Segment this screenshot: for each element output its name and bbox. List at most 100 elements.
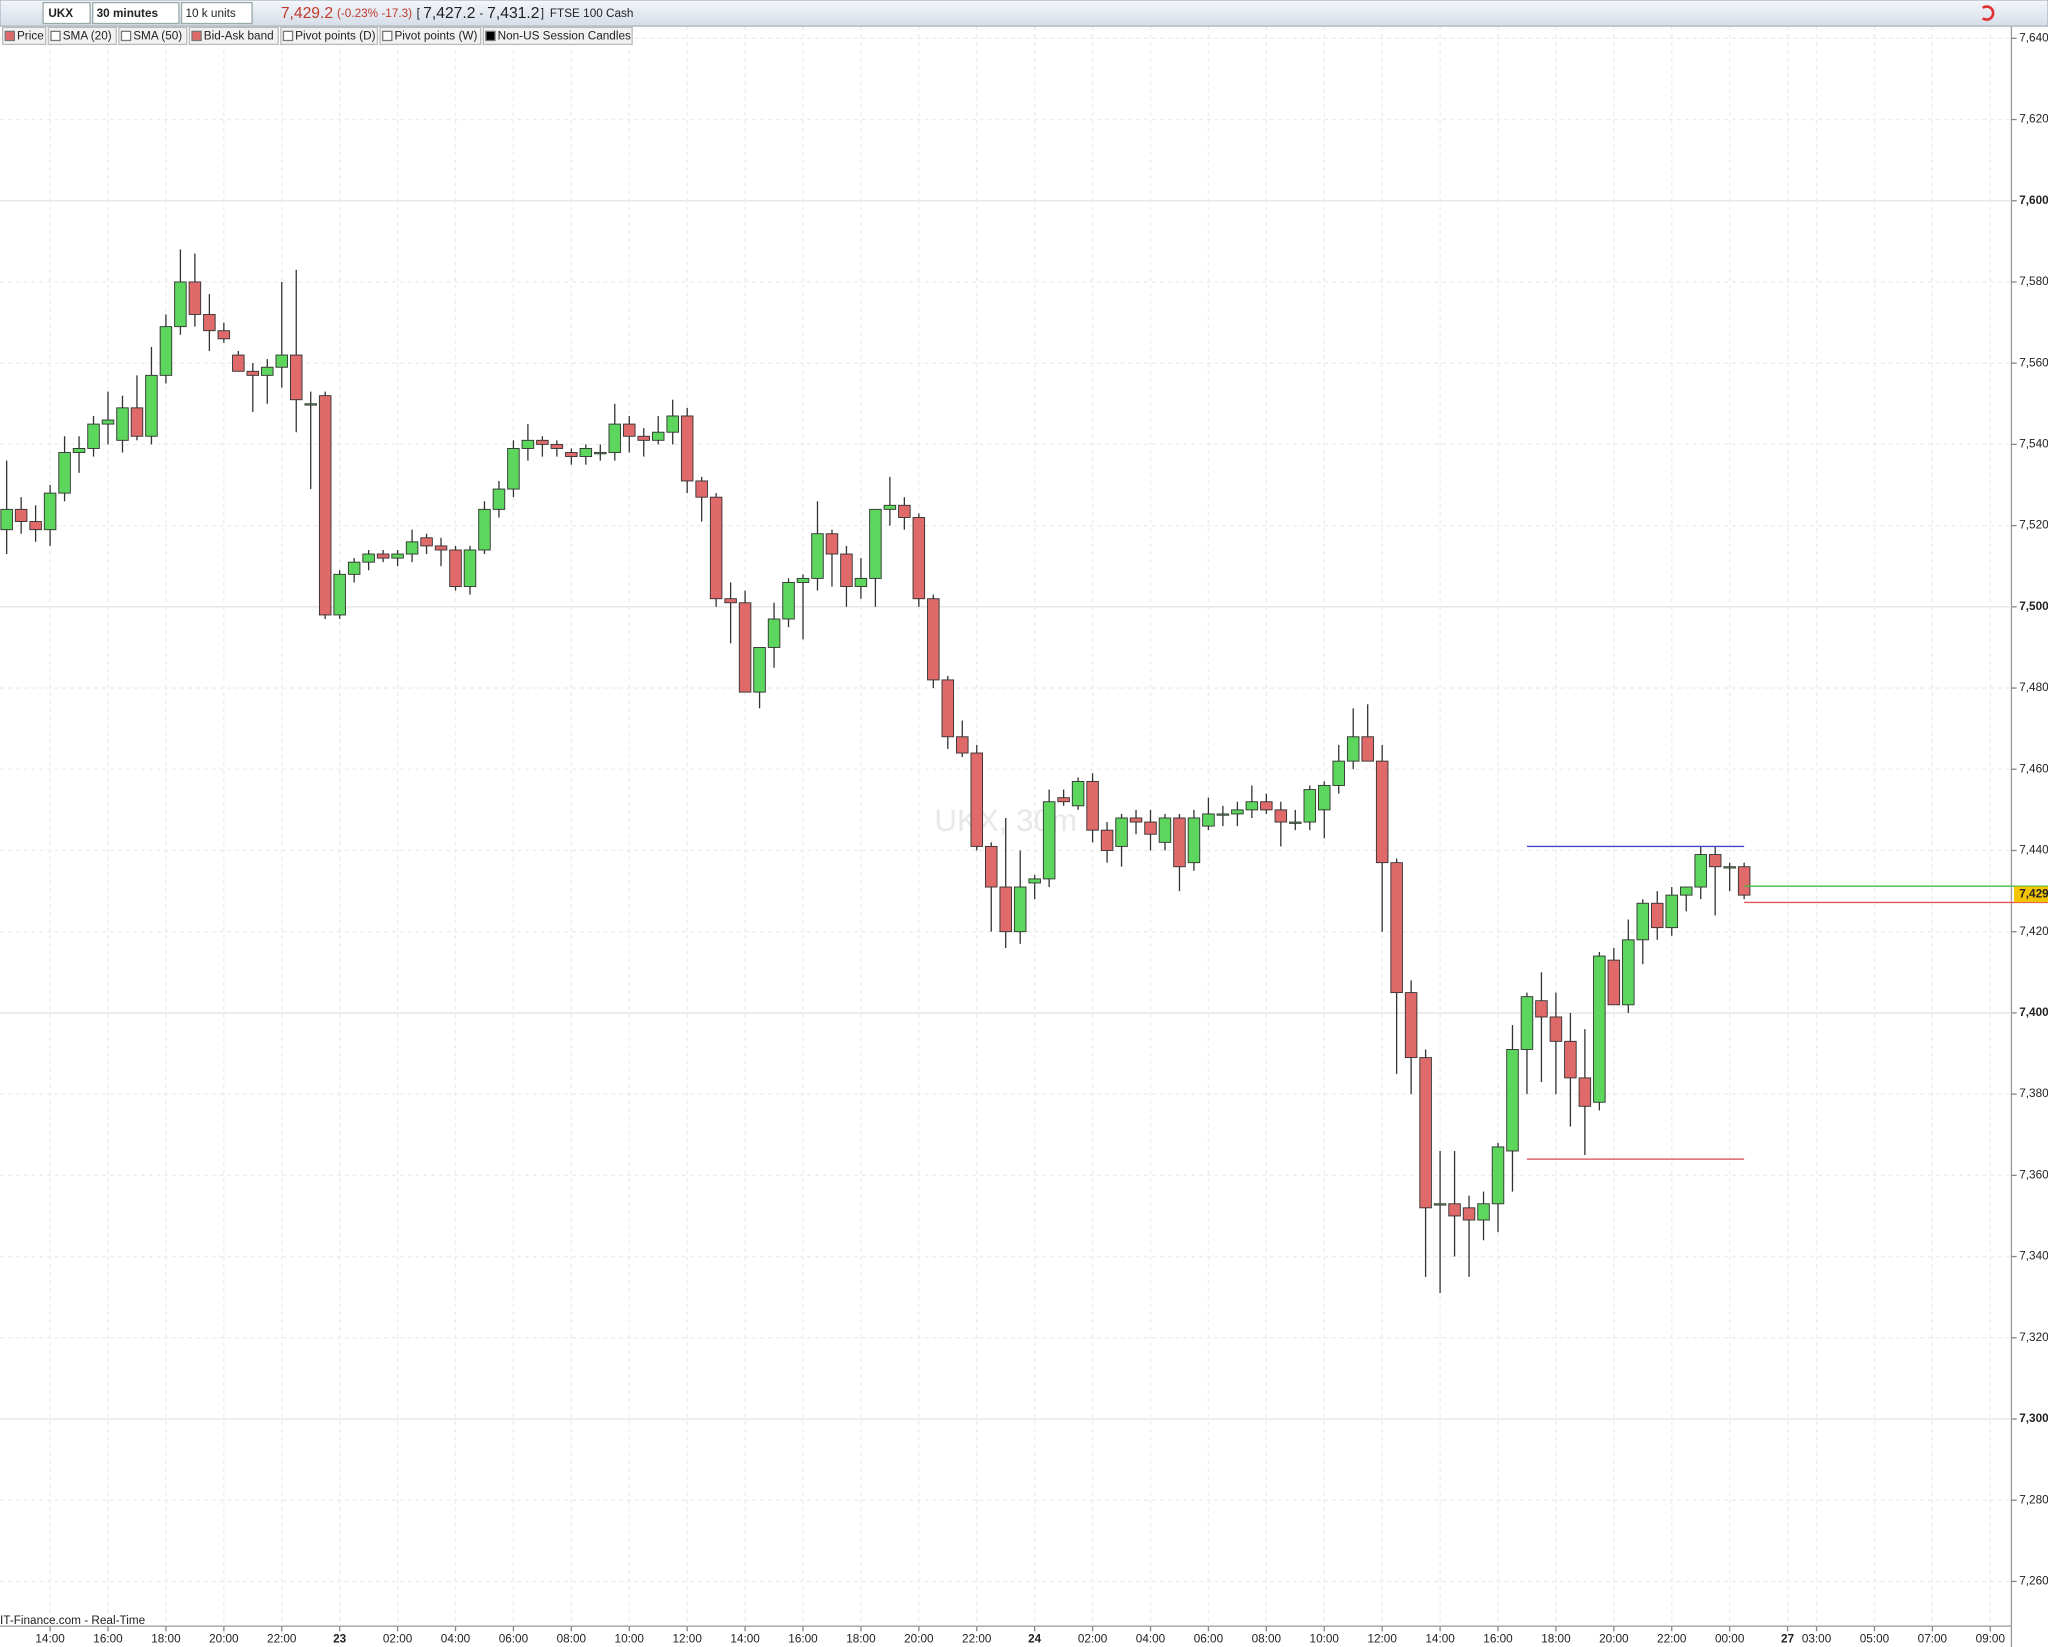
candle-body <box>130 407 144 437</box>
y-tick-label: 7,420 <box>2019 925 2048 938</box>
y-tick-label: 7,620 <box>2019 113 2048 126</box>
indicator-toggle[interactable] <box>379 26 482 46</box>
candle-body <box>116 407 129 441</box>
candle-body <box>1491 1146 1505 1205</box>
candle-body <box>1404 992 1418 1059</box>
candle-body <box>1260 801 1273 811</box>
candle-body <box>1361 736 1374 762</box>
candle-body <box>1477 1203 1490 1221</box>
candle-body <box>1607 959 1621 1006</box>
indicator-toggle[interactable] <box>280 26 379 46</box>
interval-select[interactable] <box>92 1 180 25</box>
candle-body <box>246 370 260 376</box>
x-tick-label: 10:00 <box>1310 1632 1340 1645</box>
instrument: FTSE 100 Cash <box>550 7 634 20</box>
candle-body <box>811 533 824 579</box>
candle-body <box>898 504 911 518</box>
checkbox <box>485 30 496 42</box>
candle-body <box>333 573 346 616</box>
x-tick-label: 27 <box>1781 1632 1795 1645</box>
candle-body <box>1448 1203 1461 1217</box>
candle-body <box>1651 902 1664 929</box>
x-tick-label: 14:00 <box>730 1632 760 1645</box>
x-tick-label: 24 <box>1028 1632 1042 1645</box>
candle-body <box>145 374 158 437</box>
refresh-icon[interactable] <box>1981 5 1995 21</box>
x-tick-label: 14:00 <box>1425 1632 1455 1645</box>
y-tick-label: 7,260 <box>2019 1575 2048 1588</box>
candle-body <box>174 281 187 328</box>
y-tick-label: 7,300 <box>2019 1412 2048 1425</box>
candle-body <box>507 447 520 490</box>
x-tick-label: 18:00 <box>151 1632 181 1645</box>
y-tick-label: 7,460 <box>2019 762 2048 775</box>
y-tick-label: 7,400 <box>2019 1006 2048 1019</box>
y-tick-label: 7,520 <box>2019 519 2048 532</box>
toolbar <box>0 0 2048 27</box>
candle-body <box>0 508 13 531</box>
candle-body <box>304 403 317 406</box>
candle-body <box>434 545 448 551</box>
candle-body <box>1332 760 1345 786</box>
candle-body <box>1578 1077 1592 1107</box>
candle-body <box>623 423 636 437</box>
indicator-toggle[interactable] <box>47 26 117 46</box>
candle-body <box>1708 854 1722 868</box>
checkbox <box>4 30 16 42</box>
candle-body <box>261 366 274 376</box>
symbol-select[interactable] <box>42 1 91 25</box>
candle-body <box>1318 785 1331 811</box>
candle-body <box>1289 821 1302 824</box>
x-tick-label: 12:00 <box>1367 1632 1397 1645</box>
size-select[interactable] <box>180 1 253 25</box>
candle-body <box>1390 862 1403 994</box>
candle-body <box>1506 1049 1519 1152</box>
dash: - <box>479 7 483 20</box>
y-tick-label: 7,340 <box>2019 1250 2048 1263</box>
candle-body <box>101 419 115 425</box>
candle-body <box>1245 801 1259 811</box>
interval: 30 minutes <box>97 7 159 20</box>
y-tick-label: 7,600 <box>2019 194 2048 207</box>
candle-body <box>1303 789 1317 823</box>
candle-body <box>1679 886 1693 896</box>
candle-body <box>1071 780 1085 807</box>
indicator-label: Bid-Ask band <box>204 30 274 43</box>
checkbox <box>282 30 294 42</box>
candle-body <box>1520 996 1534 1050</box>
x-tick-label: 06:00 <box>499 1632 529 1645</box>
indicator-toggle[interactable] <box>482 26 633 46</box>
indicator-toggle[interactable] <box>118 26 188 46</box>
candle-body <box>1144 821 1157 835</box>
candle-body <box>594 452 607 455</box>
x-tick-label: 02:00 <box>383 1632 413 1645</box>
indicator-toggle[interactable] <box>188 26 279 46</box>
candle-body <box>1086 780 1099 831</box>
checkbox <box>120 30 132 42</box>
x-tick-label: 16:00 <box>93 1632 123 1645</box>
change: (-0.23% -17.3) <box>337 7 412 20</box>
indicator-label: Pivot points (W) <box>394 30 477 43</box>
candle-body <box>1202 813 1215 827</box>
x-tick-label: 22:00 <box>267 1632 297 1645</box>
candle-body <box>738 602 752 693</box>
candle-body <box>1274 809 1288 823</box>
candle-body <box>680 415 694 482</box>
symbol: UKX <box>48 7 73 20</box>
x-tick-label: 08:00 <box>1252 1632 1282 1645</box>
candle-body <box>1593 955 1606 1103</box>
indicator-label: Pivot points (D) <box>295 30 375 43</box>
x-tick-label: 03:00 <box>1802 1632 1832 1645</box>
candle-body <box>478 508 491 551</box>
y-tick-label: 7,440 <box>2019 844 2048 857</box>
y-tick-label: 7,540 <box>2019 438 2048 451</box>
last-price: 7,429.2 <box>281 5 333 22</box>
source: IT-Finance.com - Real-Time <box>0 1614 146 1627</box>
y-tick-label: 7,360 <box>2019 1168 2048 1181</box>
candle-body <box>492 488 506 510</box>
candle-body <box>1216 813 1230 816</box>
candle-body <box>275 354 289 368</box>
candle-body <box>1723 866 1736 869</box>
candle-body <box>362 553 375 563</box>
